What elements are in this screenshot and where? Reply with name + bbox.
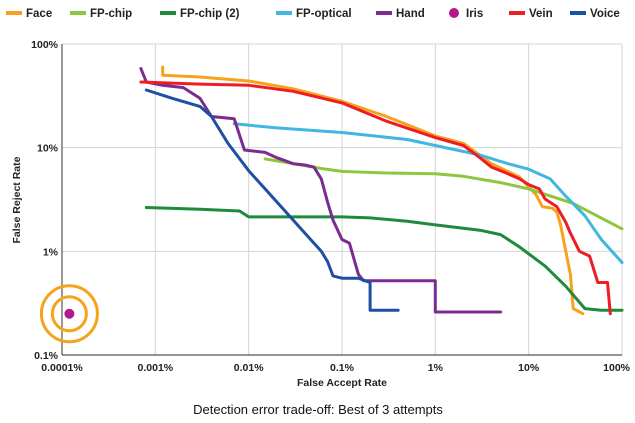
series-hand	[139, 67, 503, 314]
legend-item-fp-chip-2: FP-chip (2)	[160, 8, 240, 20]
x-tick-label: 0.001%	[138, 362, 174, 374]
series-face	[161, 65, 585, 316]
series-line-hand	[139, 67, 503, 314]
series-line-voice	[144, 88, 400, 312]
series-iris	[39, 284, 99, 344]
series-line-face	[161, 65, 585, 316]
series-line-fp-chip-2	[144, 206, 624, 312]
legend-item-face: Face	[6, 8, 52, 20]
legend-item-iris: Iris	[449, 8, 483, 20]
x-tick-label: 10%	[518, 362, 540, 374]
series-fp-optical	[232, 122, 624, 264]
y-tick-label: 1%	[43, 246, 59, 258]
legend-label: FP-optical	[296, 8, 352, 20]
x-tick-label: 0.01%	[234, 362, 264, 374]
legend-swatch	[449, 8, 459, 18]
x-tick-label: 0.0001%	[41, 362, 83, 374]
legend-label: FP-chip	[90, 8, 132, 20]
axes	[61, 44, 622, 356]
chart-caption: Detection error trade-off: Best of 3 att…	[193, 402, 443, 417]
series-fp-chip-2	[144, 206, 624, 312]
legend-label: Voice	[590, 8, 620, 20]
iris-inner-ring	[50, 295, 88, 333]
legend-label: FP-chip (2)	[180, 8, 240, 20]
legend-label: Vein	[529, 8, 553, 20]
series-vein	[139, 80, 612, 316]
tick-labels: 0.0001% 0.001% 0.01% 0.1% 1% 10% 100% 0.1% 1% 10%…	[31, 39, 631, 374]
y-axis-title: False Reject Rate	[11, 156, 23, 243]
series-voice	[144, 88, 400, 312]
legend: Face FP-chip FP-chip (2) FP-optical Hand Iris…	[6, 8, 620, 20]
legend-label: Iris	[466, 8, 483, 20]
legend-item-voice: Voice	[570, 8, 620, 20]
series-line-fp-optical	[232, 122, 624, 264]
legend-label: Face	[26, 8, 52, 20]
legend-item-fp-optical: FP-optical	[276, 8, 352, 20]
series-layer	[39, 65, 624, 344]
legend-item-vein: Vein	[509, 8, 553, 20]
x-tick-label: 1%	[428, 362, 444, 374]
x-axis-title: False Accept Rate	[297, 377, 387, 389]
x-tick-label: 100%	[603, 362, 631, 374]
iris-outer-ring	[39, 284, 99, 344]
legend-label: Hand	[396, 8, 425, 20]
y-tick-label: 100%	[31, 39, 59, 51]
y-tick-label: 0.1%	[34, 350, 59, 362]
iris-point	[64, 308, 75, 319]
x-tick-label: 0.1%	[330, 362, 355, 374]
series-line-vein	[139, 80, 612, 316]
legend-item-hand: Hand	[376, 8, 425, 20]
legend-item-fp-chip: FP-chip	[70, 8, 132, 20]
y-tick-label: 10%	[37, 143, 59, 155]
